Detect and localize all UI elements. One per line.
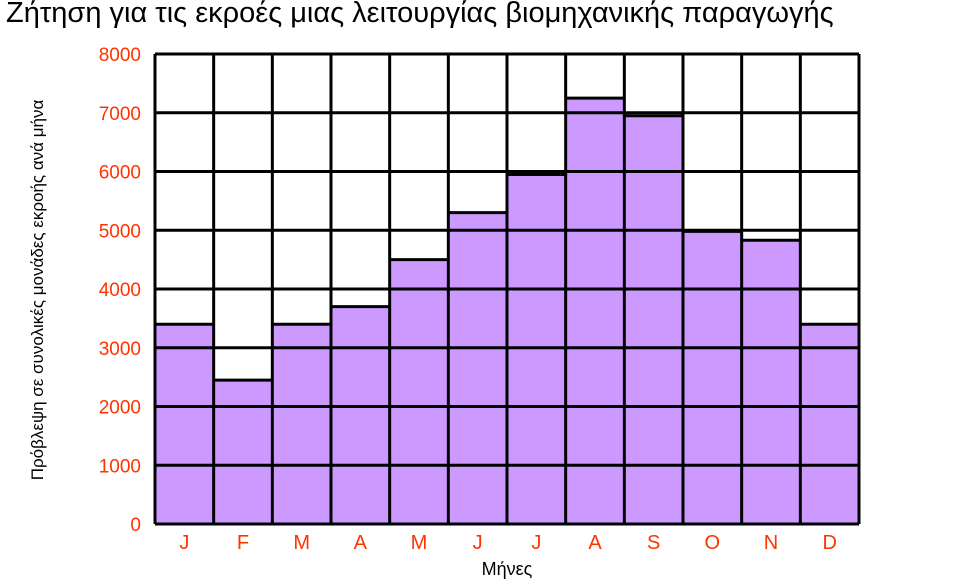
x-tick-label: F: [237, 532, 249, 554]
bar-4: [389, 259, 449, 524]
y-tick-label: 7000: [99, 104, 141, 125]
y-tick-label: 6000: [99, 163, 141, 184]
x-tick-label: M: [293, 532, 310, 554]
bar-9: [683, 231, 742, 525]
y-tick-label: 4000: [99, 280, 141, 301]
bar-2: [272, 324, 331, 524]
y-tick-label: 3000: [99, 339, 141, 360]
x-tick-label: J: [179, 532, 189, 554]
bar-10: [741, 240, 801, 525]
bar-8: [624, 115, 683, 524]
x-tick-label: D: [822, 532, 836, 554]
y-tick-label: 8000: [99, 45, 141, 66]
y-tick-label: 2000: [99, 398, 141, 419]
bar-7: [565, 98, 625, 524]
y-tick-label: 1000: [99, 456, 141, 477]
y-tick-label: 0: [130, 515, 141, 536]
x-tick-label: S: [647, 532, 660, 554]
x-tick-label: N: [764, 532, 778, 554]
bar-3: [331, 306, 390, 524]
bar-11: [800, 324, 859, 524]
x-tick-label: J: [473, 532, 483, 554]
bar-0: [155, 324, 214, 524]
x-tick-label: A: [588, 532, 602, 554]
x-tick-label: J: [531, 532, 541, 554]
bar-5: [448, 212, 507, 524]
chart-title: Ζήτηση για τις εκροές μιας λειτουργίας β…: [6, 0, 834, 29]
x-tick-label: O: [705, 532, 721, 554]
bar-1: [213, 380, 273, 524]
x-tick-label: M: [411, 532, 428, 554]
x-tick-label: A: [354, 532, 368, 554]
y-tick-label: 5000: [99, 221, 141, 242]
x-axis-label: Μήνες: [481, 559, 533, 579]
